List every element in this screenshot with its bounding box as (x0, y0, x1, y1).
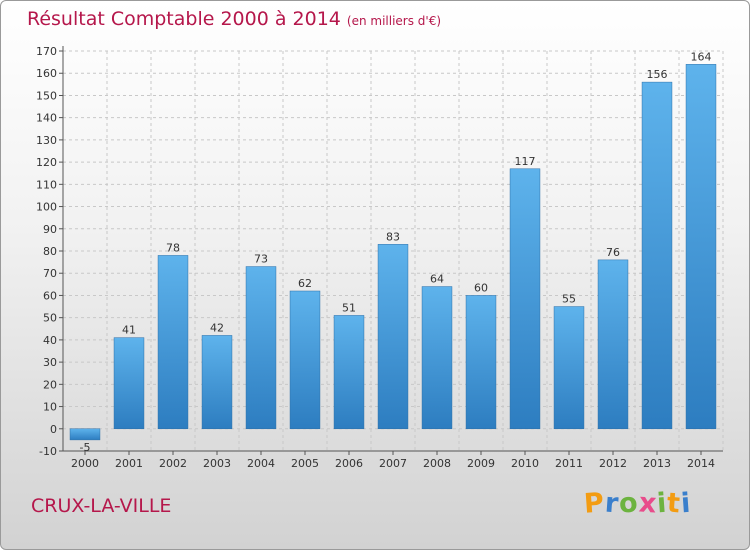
x-tick-label: 2000 (71, 457, 99, 470)
data-label-2011: 55 (562, 293, 576, 306)
bar-2013 (641, 81, 673, 430)
y-tick-label: 160 (36, 67, 57, 80)
y-tick-label: 40 (43, 334, 57, 347)
data-label-2000: -5 (80, 441, 91, 454)
y-tick-label: 10 (43, 401, 57, 414)
bar-2000 (69, 428, 101, 441)
data-label-2009: 60 (474, 281, 488, 294)
logo-letter: x (637, 487, 659, 520)
y-tick-label: 140 (36, 112, 57, 125)
x-tick-label: 2003 (203, 457, 231, 470)
bar-2008 (421, 286, 453, 430)
y-tick-label: 170 (36, 45, 57, 58)
bar-2010 (509, 168, 541, 430)
y-tick-label: 120 (36, 156, 57, 169)
y-tick-label: 90 (43, 223, 57, 236)
bar-2012 (597, 259, 629, 430)
data-label-2002: 78 (166, 241, 180, 254)
x-tick-label: 2006 (335, 457, 363, 470)
data-label-2001: 41 (122, 324, 136, 337)
bar-2004 (245, 266, 277, 430)
proxiti-logo: Proxiti (582, 487, 693, 520)
y-tick-label: 130 (36, 134, 57, 147)
bar-2007 (377, 244, 409, 430)
data-label-2014: 164 (691, 50, 712, 63)
bar-2011 (553, 306, 585, 430)
y-tick-label: -10 (39, 445, 57, 458)
y-tick-label: 100 (36, 201, 57, 214)
y-tick-label: 30 (43, 356, 57, 369)
x-tick-label: 2002 (159, 457, 187, 470)
data-label-2012: 76 (606, 246, 620, 259)
y-tick-label: 0 (50, 423, 57, 436)
x-tick-label: 2010 (511, 457, 539, 470)
data-label-2013: 156 (647, 68, 668, 81)
y-tick-label: 20 (43, 378, 57, 391)
x-tick-label: 2013 (643, 457, 671, 470)
bars (69, 64, 717, 441)
data-label-2008: 64 (430, 273, 444, 286)
logo-letter: i (680, 487, 693, 520)
y-tick-label: 150 (36, 89, 57, 102)
axes: -10 0 10 20 30 40 50 60 70 80 90 100 110 120 130 140 150… (36, 45, 723, 470)
data-label-2006: 51 (342, 301, 356, 314)
x-tick-label: 2012 (599, 457, 627, 470)
x-tick-label: 2008 (423, 457, 451, 470)
y-tick-label: 50 (43, 312, 57, 325)
data-label-2004: 73 (254, 253, 268, 266)
logo-letter: o (618, 487, 640, 520)
title-text: Résultat Comptable 2000 à 2014 (27, 8, 341, 30)
data-label-2005: 62 (298, 277, 312, 290)
bar-2001 (113, 337, 145, 430)
bar-2006 (333, 315, 365, 430)
bar-2014 (685, 64, 717, 430)
logo-letter: P (582, 487, 606, 520)
chart-title: Résultat Comptable 2000 à 2014 (en millie… (27, 8, 441, 30)
bar-2002 (157, 255, 189, 430)
bar-2005 (289, 290, 321, 430)
y-tick-label: 80 (43, 245, 57, 258)
data-label-2007: 83 (386, 230, 400, 243)
data-labels: -5 41 78 42 73 62 51 83 64 60 117 55 76 156 164 (80, 50, 712, 454)
y-tick-label: 60 (43, 289, 57, 302)
bar-2009 (465, 295, 497, 430)
bar-2003 (201, 335, 233, 430)
x-tick-label: 2011 (555, 457, 583, 470)
y-tick-label: 110 (36, 178, 57, 191)
x-tick-label: 2005 (291, 457, 319, 470)
chart-subtitle: (en milliers d'€) (346, 14, 442, 28)
data-label-2010: 117 (515, 155, 536, 168)
x-tick-label: 2009 (467, 457, 495, 470)
y-tick-label: 70 (43, 267, 57, 280)
x-tick-label: 2001 (115, 457, 143, 470)
x-tick-label: 2004 (247, 457, 275, 470)
data-label-2003: 42 (210, 321, 224, 334)
x-tick-label: 2007 (379, 457, 407, 470)
x-tick-label: 2014 (687, 457, 715, 470)
location-name: CRUX-LA-VILLE (31, 495, 172, 517)
